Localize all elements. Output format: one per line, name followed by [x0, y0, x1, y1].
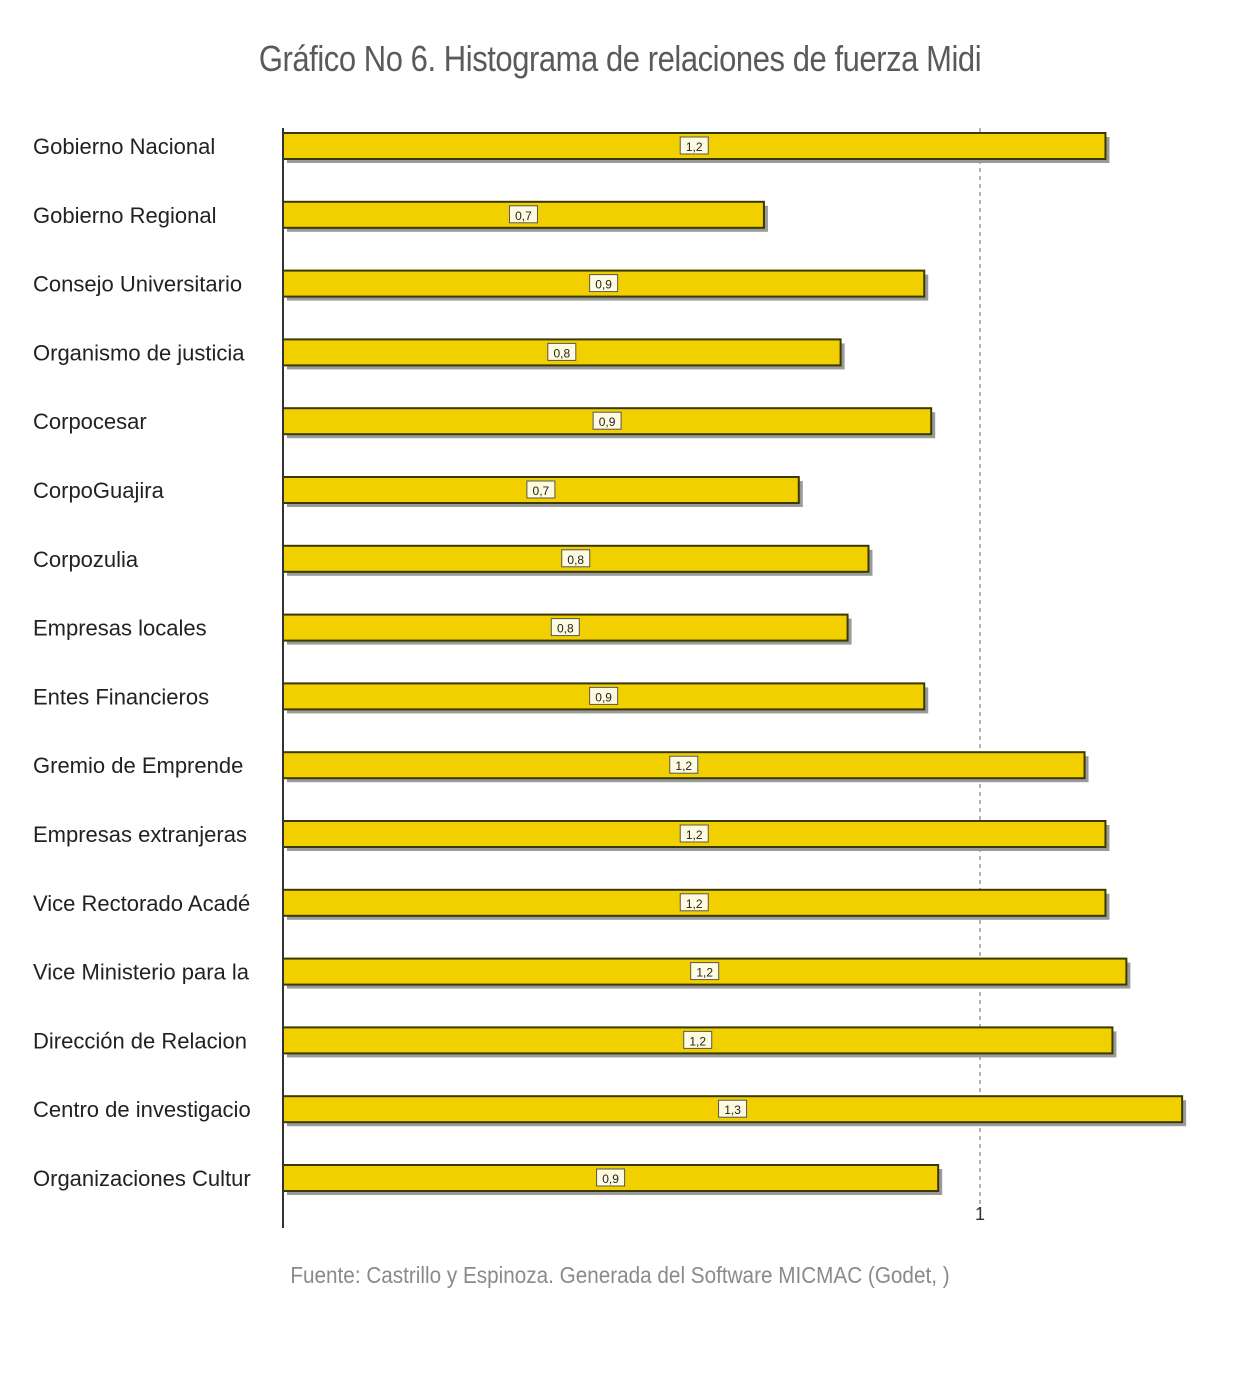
chart-source-note: Fuente: Castrillo y Espinoza. Generada d… [290, 1262, 950, 1288]
data-label: 1,3 [724, 1103, 741, 1117]
data-label-box [669, 755, 699, 774]
category-label: Gobierno Nacional [33, 134, 215, 159]
data-label: 0,9 [602, 1172, 619, 1186]
data-label-box [526, 480, 556, 499]
data-label-box [550, 618, 580, 637]
data-label: 0,7 [533, 484, 550, 498]
data-label: 0,9 [595, 690, 612, 704]
category-label: Dirección de Relacion [33, 1028, 247, 1053]
category-label: Corpozulia [33, 547, 139, 572]
category-label: Consejo Universitario [33, 272, 242, 297]
data-label: 0,9 [595, 278, 612, 292]
category-label: Empresas extranjeras [33, 822, 247, 847]
x-tick-label: 1 [975, 1204, 985, 1224]
category-label: Corpocesar [33, 409, 147, 434]
data-label: 0,8 [557, 622, 574, 636]
category-label: Empresas locales [33, 616, 207, 641]
data-label: 1,2 [689, 1034, 706, 1048]
data-label: 1,2 [686, 897, 703, 911]
data-label: 0,7 [515, 209, 532, 223]
data-label-box [690, 962, 720, 981]
data-label-box [718, 1099, 748, 1118]
data-label: 0,9 [599, 415, 616, 429]
category-label: Gremio de Emprende [33, 753, 243, 778]
data-label: 1,2 [675, 759, 692, 773]
data-label: 0,8 [567, 553, 584, 567]
bar [282, 132, 1107, 160]
data-label: 0,8 [553, 346, 570, 360]
data-label-box [679, 893, 709, 912]
data-label-box [589, 686, 619, 705]
category-label: Entes Financieros [33, 684, 209, 709]
data-label-box [508, 205, 538, 224]
data-label: 1,2 [696, 966, 713, 980]
category-label: Centro de investigacio [33, 1097, 251, 1122]
category-label: Organismo de justicia [33, 340, 245, 365]
chart-title: Gráfico No 6. Histograma de relaciones d… [258, 38, 982, 79]
data-label-box [592, 411, 622, 430]
data-label-box [561, 549, 591, 568]
data-label-box [589, 274, 619, 293]
data-label: 1,2 [686, 828, 703, 842]
data-label-box [596, 1168, 626, 1187]
category-label: Vice Ministerio para la [33, 960, 250, 985]
category-label: Organizaciones Cultur [33, 1166, 251, 1191]
data-label-box [547, 342, 577, 361]
category-label: CorpoGuajira [33, 478, 165, 503]
data-label-box [679, 824, 709, 843]
data-label: 1,2 [686, 140, 703, 154]
category-label: Gobierno Regional [33, 203, 216, 228]
category-label: Vice Rectorado Acadé [33, 891, 250, 916]
data-label-box [679, 136, 709, 155]
data-label-box [683, 1030, 713, 1049]
